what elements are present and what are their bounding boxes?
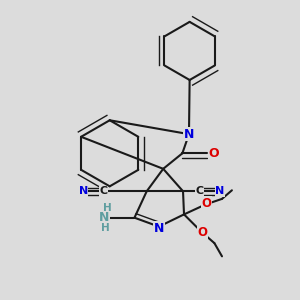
Text: N: N	[79, 186, 88, 196]
Text: N: N	[215, 186, 225, 196]
Text: H: H	[103, 203, 111, 213]
Text: N: N	[154, 222, 164, 235]
Text: N: N	[99, 211, 109, 224]
Text: H: H	[101, 223, 110, 233]
Text: O: O	[197, 226, 207, 239]
Text: C: C	[100, 186, 108, 196]
Text: O: O	[202, 197, 212, 210]
Text: C: C	[196, 186, 204, 196]
Text: N: N	[184, 128, 194, 141]
Text: O: O	[209, 147, 219, 160]
